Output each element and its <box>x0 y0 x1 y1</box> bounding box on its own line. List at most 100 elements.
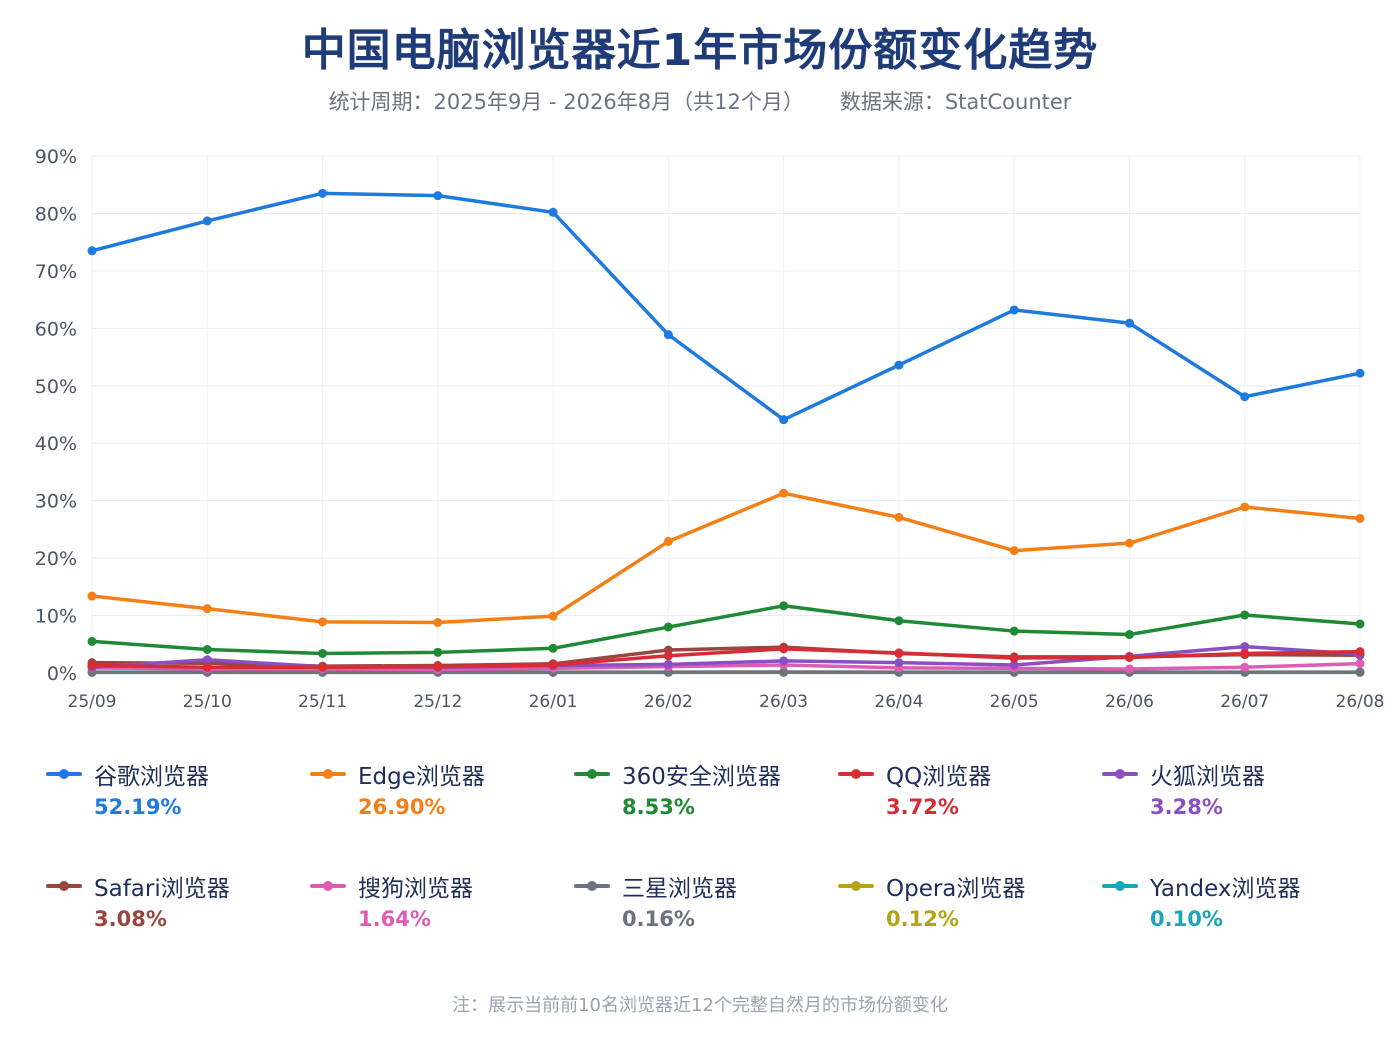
data-point <box>433 647 443 657</box>
legend-series-name: QQ浏览器 <box>886 764 992 790</box>
legend-latest-value: 8.53% <box>622 795 695 819</box>
data-point <box>894 648 904 658</box>
data-point <box>779 644 789 654</box>
data-point <box>318 188 328 198</box>
series-line <box>90 604 1362 656</box>
data-point <box>663 330 673 340</box>
legend-item: Yandex浏览器 0.10% <box>1102 857 1352 937</box>
data-point <box>1124 652 1134 662</box>
legend-series-name: Yandex浏览器 <box>1150 876 1301 902</box>
data-point <box>87 246 97 256</box>
legend-series-name: Edge浏览器 <box>358 764 485 790</box>
data-point <box>1009 653 1019 663</box>
legend-series-name: 谷歌浏览器 <box>94 764 209 790</box>
legend-latest-value: 26.90% <box>358 795 446 819</box>
legend-dot-marker <box>587 881 597 891</box>
data-point <box>663 651 673 661</box>
line-chart: 0% 10% 20% 30% 40% 50% 60% 70% 80% 90% 25/09 25/10 2… <box>35 146 1385 712</box>
data-point <box>894 616 904 626</box>
data-point <box>1124 318 1134 328</box>
y-tick-label: 0% <box>47 663 77 685</box>
x-tick-label: 25/12 <box>413 692 462 712</box>
data-point <box>1240 610 1250 620</box>
legend-latest-value: 3.72% <box>886 795 959 819</box>
data-point <box>548 611 558 621</box>
legend-item: 360安全浏览器 8.53% <box>574 745 824 825</box>
y-tick-label: 60% <box>35 318 77 340</box>
legend-dot-marker <box>1115 881 1125 891</box>
data-point <box>202 644 212 654</box>
series-line <box>90 191 1362 422</box>
y-tick-label: 90% <box>35 146 77 168</box>
data-point <box>1009 305 1019 315</box>
x-tick-label: 26/07 <box>1220 692 1269 712</box>
data-point <box>894 360 904 370</box>
y-tick-label: 20% <box>35 548 77 570</box>
x-tick-label: 26/01 <box>529 692 578 712</box>
legend-dot-marker <box>323 881 333 891</box>
data-point <box>1240 662 1250 672</box>
legend-series-name: 火狐浏览器 <box>1150 764 1265 790</box>
source-label: 数据来源：StatCounter <box>839 90 1072 114</box>
y-tick-label: 10% <box>35 606 77 628</box>
data-point <box>202 216 212 226</box>
y-tick-label: 40% <box>35 433 77 455</box>
data-point <box>894 512 904 522</box>
series-line <box>90 647 1362 670</box>
data-point <box>318 617 328 627</box>
chart-subtitle: 统计周期：2025年9月 - 2026年8月（共12个月） 数据来源：StatCo… <box>0 86 1400 116</box>
period-label: 统计周期：2025年9月 - 2026年8月（共12个月） <box>328 90 804 114</box>
x-tick-label: 26/04 <box>874 692 923 712</box>
legend-item: 火狐浏览器 3.28% <box>1102 745 1352 825</box>
x-tick-label: 26/05 <box>990 692 1039 712</box>
data-point <box>433 662 443 672</box>
legend-latest-value: 3.08% <box>94 907 167 931</box>
data-point <box>1355 513 1365 523</box>
data-point <box>894 658 904 668</box>
data-point <box>1124 538 1134 548</box>
data-point <box>1124 630 1134 640</box>
legend-latest-value: 0.10% <box>1150 907 1223 931</box>
series-0 <box>87 188 1365 425</box>
x-tick-label: 25/11 <box>298 692 347 712</box>
legend-series-name: Safari浏览器 <box>94 876 230 902</box>
data-point <box>779 488 789 498</box>
x-tick-label: 26/06 <box>1105 692 1154 712</box>
legend-latest-value: 3.28% <box>1150 795 1223 819</box>
data-point <box>87 636 97 646</box>
legend-series-name: 搜狗浏览器 <box>358 876 473 902</box>
chart-title: 中国电脑浏览器近1年市场份额变化趋势 <box>301 25 1099 76</box>
data-point <box>202 604 212 614</box>
y-tick-label: 80% <box>35 203 77 225</box>
data-point <box>1355 368 1365 378</box>
grid <box>91 155 1361 674</box>
legend-item: 三星浏览器 0.16% <box>574 857 824 937</box>
data-point <box>663 659 673 669</box>
legend-item: 谷歌浏览器 52.19% <box>46 745 296 825</box>
data-point <box>1009 660 1019 670</box>
x-tick-label: 26/03 <box>759 692 808 712</box>
data-point <box>1355 647 1365 657</box>
data-point <box>548 660 558 670</box>
legend-item: QQ浏览器 3.72% <box>838 745 1088 825</box>
data-point <box>663 622 673 632</box>
data-point <box>1240 642 1250 652</box>
series-3 <box>87 644 1365 672</box>
series-2 <box>87 601 1365 658</box>
legend-latest-value: 52.19% <box>94 795 182 819</box>
data-point <box>87 591 97 601</box>
legend-dot-marker <box>587 769 597 779</box>
legend-dot-marker <box>851 769 861 779</box>
data-point <box>202 662 212 672</box>
data-point <box>663 536 673 546</box>
series-1 <box>87 488 1365 627</box>
x-tick-label: 26/08 <box>1336 692 1385 712</box>
x-tick-label: 25/10 <box>183 692 232 712</box>
legend-latest-value: 0.12% <box>886 907 959 931</box>
y-tick-label: 30% <box>35 491 77 513</box>
x-tick-label: 25/09 <box>68 692 117 712</box>
series-line <box>90 491 1362 625</box>
legend-dot-marker <box>851 881 861 891</box>
data-point <box>318 662 328 672</box>
legend-latest-value: 0.16% <box>622 907 695 931</box>
